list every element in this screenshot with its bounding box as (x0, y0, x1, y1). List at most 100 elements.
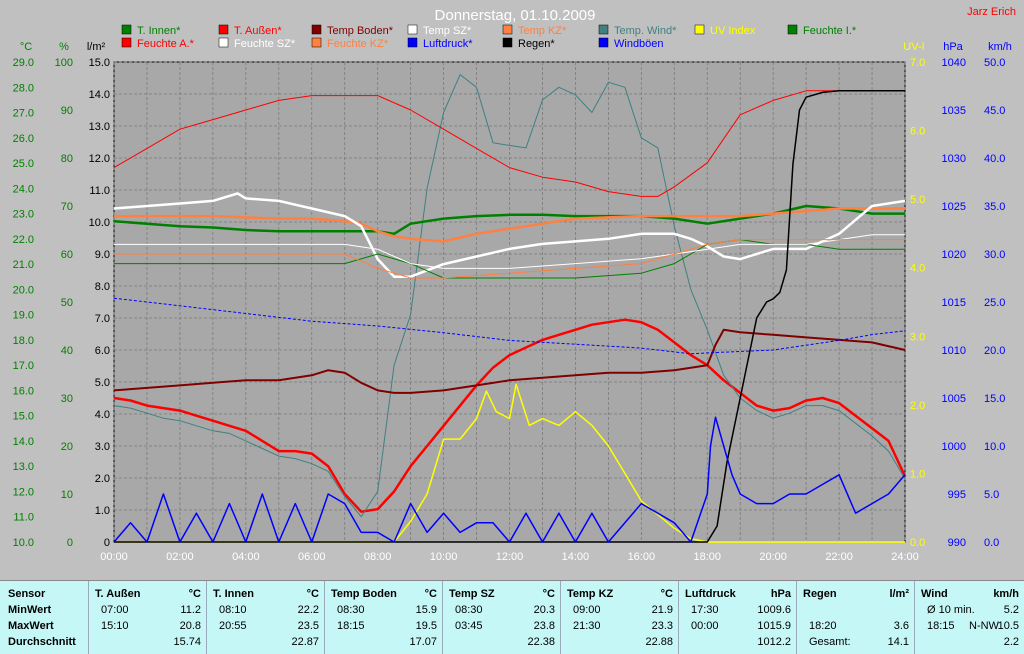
x-tick-label: 06:00 (298, 551, 326, 563)
stats-min-time: 17:30 (691, 604, 719, 616)
axis-tick-label-rain: 10.0 (89, 217, 110, 229)
x-tick-label: 02:00 (166, 551, 194, 563)
stats-max-time: 18:15 (337, 620, 365, 632)
axis-tick-label-percent: 90 (61, 105, 73, 117)
legend-label: Regen* (518, 38, 555, 50)
x-tick-label: 00:00 (100, 551, 128, 563)
stats-avg-label: Gesamt: (809, 636, 851, 648)
series-line (113, 90, 905, 197)
series-line (114, 90, 905, 543)
axis-tick-label-rain: 0 (104, 537, 110, 549)
stats-min-value: 11.2 (180, 604, 201, 616)
axis-tick-label-hpa: 1000 (942, 441, 966, 453)
row-label-min: MinWert (8, 604, 52, 616)
axis-tick-label-kmh: 45.0 (984, 105, 1005, 117)
axis-tick-label-celsius: 12.0 (13, 486, 34, 498)
axis-tick-label-kmh: 30.0 (984, 249, 1005, 261)
legend-label: Luftdruck* (423, 38, 473, 50)
legend-label: Temp KZ* (518, 25, 567, 37)
axis-tick-label-percent: 40 (61, 345, 73, 357)
axis-tick-label-rain: 15.0 (89, 57, 110, 69)
legend-label: Feuchte SZ* (234, 38, 296, 50)
row-label-sensor: Sensor (8, 588, 46, 600)
stats-column: Regen l/m² 18:20 3.6 Gesamt: 14.1 (796, 581, 915, 654)
stats-min-time: Ø 10 min. (927, 604, 975, 616)
stats-column: Temp SZ °C 08:30 20.3 03:45 23.8 22.38 (442, 581, 561, 654)
stats-column-name: Temp Boden (331, 588, 397, 600)
axis-tick-label-rain: 12.0 (89, 153, 110, 165)
axis-tick-label-celsius: 10.0 (13, 537, 34, 549)
stats-min-time: 08:10 (219, 604, 247, 616)
stats-min-value: 15.9 (415, 604, 437, 616)
axis-tick-label-celsius: 28.0 (13, 82, 34, 94)
author-label: Jarz Erich (967, 6, 1016, 18)
axis-tick-label-celsius: 29.0 (13, 57, 34, 69)
stats-min-value: 1009.6 (757, 604, 791, 616)
axis-tick-label-kmh: 25.0 (984, 297, 1005, 309)
axis-tick-label-hpa: 990 (948, 537, 966, 549)
axis-tick-label-kmh: 40.0 (984, 153, 1005, 165)
series-line (113, 416, 906, 543)
stats-column-unit: l/m² (889, 588, 909, 600)
axis-tick-label-celsius: 15.0 (13, 411, 34, 423)
axis-tick-label-celsius: 18.0 (13, 335, 34, 347)
stats-column-unit: °C (188, 588, 201, 600)
legend-swatch (598, 37, 609, 48)
axis-tick-label-hpa: 1010 (942, 345, 966, 357)
stats-min-time: 09:00 (573, 604, 601, 616)
stats-column-name: Temp SZ (449, 588, 495, 600)
stats-avg-value: 2.2 (1003, 636, 1019, 648)
axis-tick-label-kmh: 15.0 (984, 393, 1005, 405)
series-line (113, 297, 906, 355)
series-line (114, 239, 905, 279)
legend-swatch (218, 24, 229, 35)
stats-avg-value: 22.87 (291, 636, 319, 648)
axis-tick-label-rain: 5.0 (95, 377, 110, 389)
x-tick-label: 24:00 (891, 551, 919, 563)
legend-label: T. Außen* (234, 25, 282, 37)
legend-swatch (407, 37, 418, 48)
axis-tick-label-rain: 8.0 (95, 281, 110, 293)
axis-tick-label-celsius: 11.0 (13, 512, 34, 524)
axis-tick-label-rain: 2.0 (95, 473, 110, 485)
axis-tick-label-rain: 11.0 (89, 185, 110, 197)
series-line (114, 234, 905, 269)
x-tick-label: 12:00 (496, 551, 524, 563)
axis-tick-label-celsius: 13.0 (13, 461, 34, 473)
x-tick-label: 22:00 (825, 551, 853, 563)
stats-max-value: 1015.9 (757, 620, 791, 632)
axis-tick-label-kmh: 20.0 (984, 345, 1005, 357)
stats-max-time: 18:20 (809, 620, 837, 632)
axis-tick-label-hpa: 1035 (942, 105, 966, 117)
stats-max-value: 10.5 (997, 620, 1019, 632)
stats-max-time: 20:55 (219, 620, 247, 632)
x-tick-label: 04:00 (232, 551, 260, 563)
stats-min-value: 21.9 (651, 604, 673, 616)
axis-tick-label-uv: 2.0 (910, 400, 925, 412)
legend-swatch (598, 24, 609, 35)
stats-max-time: 18:15 (927, 620, 955, 632)
axis-tick-label-kmh: 5.0 (984, 489, 999, 501)
stats-max-direction: N-NW (969, 620, 999, 632)
axis-tick-label-hpa: 1030 (942, 153, 966, 165)
axis-tick-label-percent: 10 (61, 489, 73, 501)
axis-tick-label-rain: 13.0 (89, 121, 110, 133)
stats-column: T. Innen °C 08:10 22.2 20:55 23.5 22.87 (206, 581, 325, 654)
weather-chart: Donnerstag, 01.10.2009 Jarz Erich T. Innen… (13, 6, 1016, 563)
stats-column-unit: °C (306, 588, 319, 600)
legend-swatch (407, 24, 418, 35)
x-tick-label: 20:00 (759, 551, 787, 563)
x-tick-label: 18:00 (693, 551, 721, 563)
row-label-avg: Durchschnitt (8, 636, 76, 648)
axis-tick-label-kmh: 35.0 (984, 201, 1005, 213)
axis-tick-label-celsius: 27.0 (13, 108, 34, 120)
axis-tick-label-percent: 20 (61, 441, 73, 453)
stats-column: T. Außen °C 07:00 11.2 15:10 20.8 15.74 (88, 581, 207, 654)
x-tick-label: 14:00 (562, 551, 590, 563)
series-line (113, 192, 906, 278)
stats-max-value: 3.6 (893, 620, 909, 632)
axis-unit-rain: l/m² (87, 41, 106, 53)
axis-unit-percent: % (59, 41, 69, 53)
stats-min-time: 08:30 (455, 604, 483, 616)
chart-title: Donnerstag, 01.10.2009 (435, 7, 596, 24)
